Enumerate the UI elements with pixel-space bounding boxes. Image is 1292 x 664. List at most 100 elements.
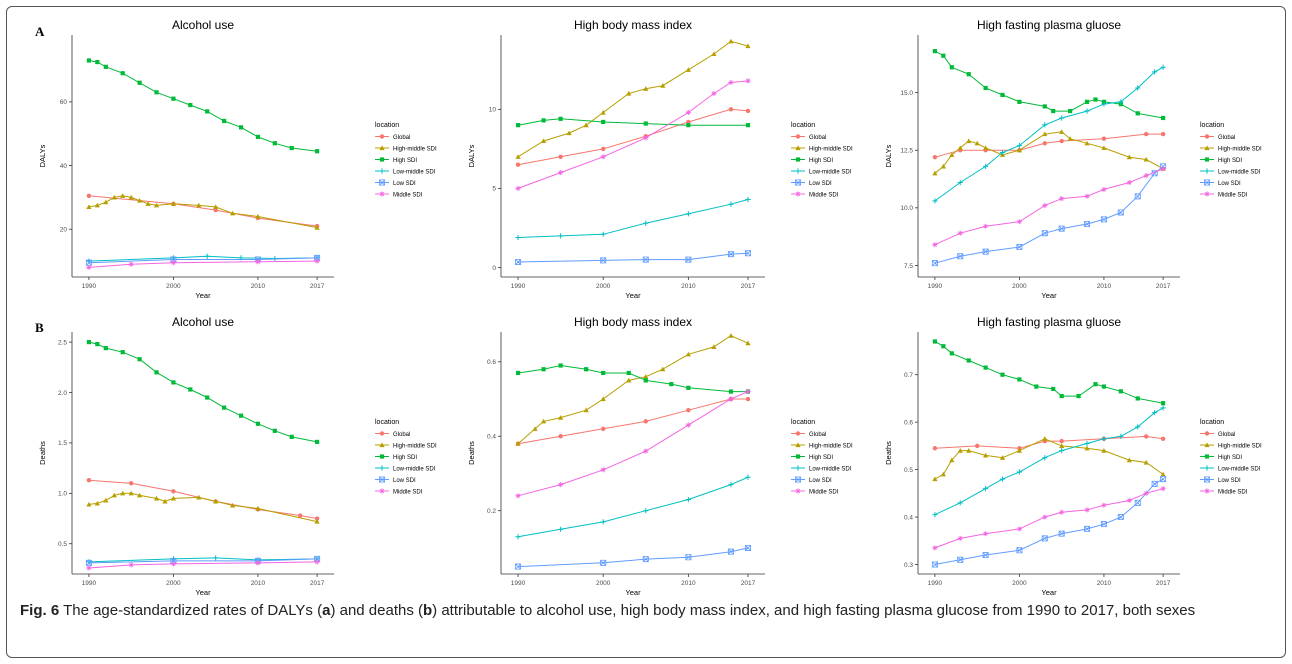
data-point bbox=[745, 196, 751, 203]
series-middle-sdi bbox=[86, 559, 320, 571]
data-point bbox=[940, 163, 946, 169]
data-point bbox=[1016, 448, 1023, 453]
data-point bbox=[137, 197, 143, 203]
data-point bbox=[558, 170, 564, 176]
series-line bbox=[934, 133, 1164, 158]
legend-key-marker bbox=[795, 168, 801, 174]
data-point bbox=[1059, 393, 1064, 399]
legend-entry-middle-sdi: Middle SDI bbox=[375, 488, 423, 496]
data-point bbox=[1042, 122, 1048, 128]
data-point bbox=[1034, 384, 1039, 389]
data-point bbox=[1143, 434, 1149, 439]
data-point bbox=[95, 342, 100, 347]
y-tick-label: 0.5 bbox=[904, 467, 913, 474]
series-line bbox=[517, 398, 748, 445]
legend-key-marker bbox=[379, 454, 385, 459]
series-low-sdi bbox=[931, 163, 1167, 267]
data-point bbox=[1059, 138, 1064, 144]
data-point bbox=[626, 377, 632, 383]
legend-entry-high-middle-sdi: High-middle SDI bbox=[1200, 442, 1262, 450]
series-high-sdi bbox=[515, 363, 751, 394]
data-point bbox=[255, 213, 261, 219]
series-line bbox=[88, 257, 318, 264]
data-point bbox=[1084, 193, 1090, 199]
legend-label: High-middle SDI bbox=[809, 147, 853, 153]
legend-key-marker bbox=[1204, 179, 1210, 186]
data-point bbox=[983, 531, 989, 537]
series-line bbox=[517, 118, 748, 126]
x-tick-label: 2000 bbox=[1012, 580, 1027, 587]
data-point bbox=[170, 260, 177, 266]
series-line bbox=[517, 40, 749, 158]
series-line bbox=[517, 547, 749, 568]
series-global bbox=[932, 131, 1166, 160]
data-point bbox=[1042, 455, 1048, 461]
data-point bbox=[957, 448, 963, 453]
data-point bbox=[949, 65, 954, 70]
y-tick-label: 10 bbox=[489, 107, 497, 114]
legend-entry-high-middle-sdi: High-middle SDI bbox=[1200, 145, 1262, 153]
data-point bbox=[94, 500, 100, 506]
data-point bbox=[1059, 443, 1065, 448]
legend-label: High SDI bbox=[809, 158, 833, 164]
data-point bbox=[120, 350, 125, 355]
data-point bbox=[170, 495, 177, 501]
y-tick-label: 0.6 bbox=[904, 419, 913, 426]
data-point bbox=[137, 80, 142, 85]
data-point bbox=[541, 118, 546, 123]
series-global bbox=[86, 193, 320, 229]
data-point bbox=[314, 439, 320, 445]
data-point bbox=[171, 96, 176, 101]
data-point bbox=[600, 109, 606, 115]
data-point bbox=[541, 367, 546, 372]
legend-entry-high-sdi: High SDI bbox=[1200, 157, 1242, 164]
series-line bbox=[517, 252, 749, 263]
legend-label: High SDI bbox=[809, 455, 833, 461]
legend-label: Middle SDI bbox=[393, 490, 423, 496]
data-point bbox=[1017, 377, 1022, 382]
legend-key-marker bbox=[379, 145, 385, 151]
data-point bbox=[584, 367, 589, 372]
data-point bbox=[120, 193, 126, 198]
x-tick-label: 2010 bbox=[1097, 283, 1112, 290]
legend-entry-low-sdi: Low SDI bbox=[375, 179, 416, 187]
series-line bbox=[934, 435, 1164, 449]
data-point bbox=[686, 385, 691, 390]
data-point bbox=[600, 519, 606, 525]
panel-label-a: A bbox=[35, 24, 45, 39]
data-point bbox=[314, 225, 320, 230]
legend-key-marker bbox=[795, 476, 801, 483]
legend-key-marker bbox=[379, 168, 385, 174]
data-point bbox=[515, 258, 522, 265]
data-point bbox=[983, 145, 989, 151]
series-global bbox=[515, 396, 751, 446]
caption-fig-label: Fig. 6 bbox=[20, 602, 60, 619]
legend-entry-low-sdi: Low SDI bbox=[375, 476, 416, 484]
data-point bbox=[255, 259, 261, 265]
legend-label: High-middle SDI bbox=[393, 444, 437, 450]
data-point bbox=[297, 513, 303, 518]
data-point bbox=[983, 223, 989, 229]
series-line bbox=[934, 66, 1164, 202]
data-point bbox=[1160, 64, 1166, 70]
series-middle-sdi bbox=[515, 388, 751, 499]
series-line bbox=[88, 558, 318, 564]
data-point bbox=[1100, 216, 1107, 223]
data-point bbox=[957, 535, 963, 542]
y-axis-label: DALYs bbox=[467, 144, 476, 167]
data-point bbox=[983, 452, 989, 458]
data-point bbox=[728, 107, 734, 112]
data-point bbox=[745, 474, 751, 480]
data-point bbox=[1084, 507, 1090, 513]
data-point bbox=[1076, 393, 1081, 399]
data-point bbox=[1093, 97, 1098, 102]
legend-label: High-middle SDI bbox=[1218, 147, 1262, 153]
legend-key-marker bbox=[379, 179, 385, 186]
data-point bbox=[205, 109, 210, 114]
data-point bbox=[137, 492, 143, 498]
data-point bbox=[515, 123, 521, 128]
legend-entry-low-sdi: Low SDI bbox=[791, 179, 832, 187]
data-point bbox=[314, 559, 320, 565]
data-point bbox=[1059, 129, 1065, 134]
data-point bbox=[727, 251, 734, 258]
